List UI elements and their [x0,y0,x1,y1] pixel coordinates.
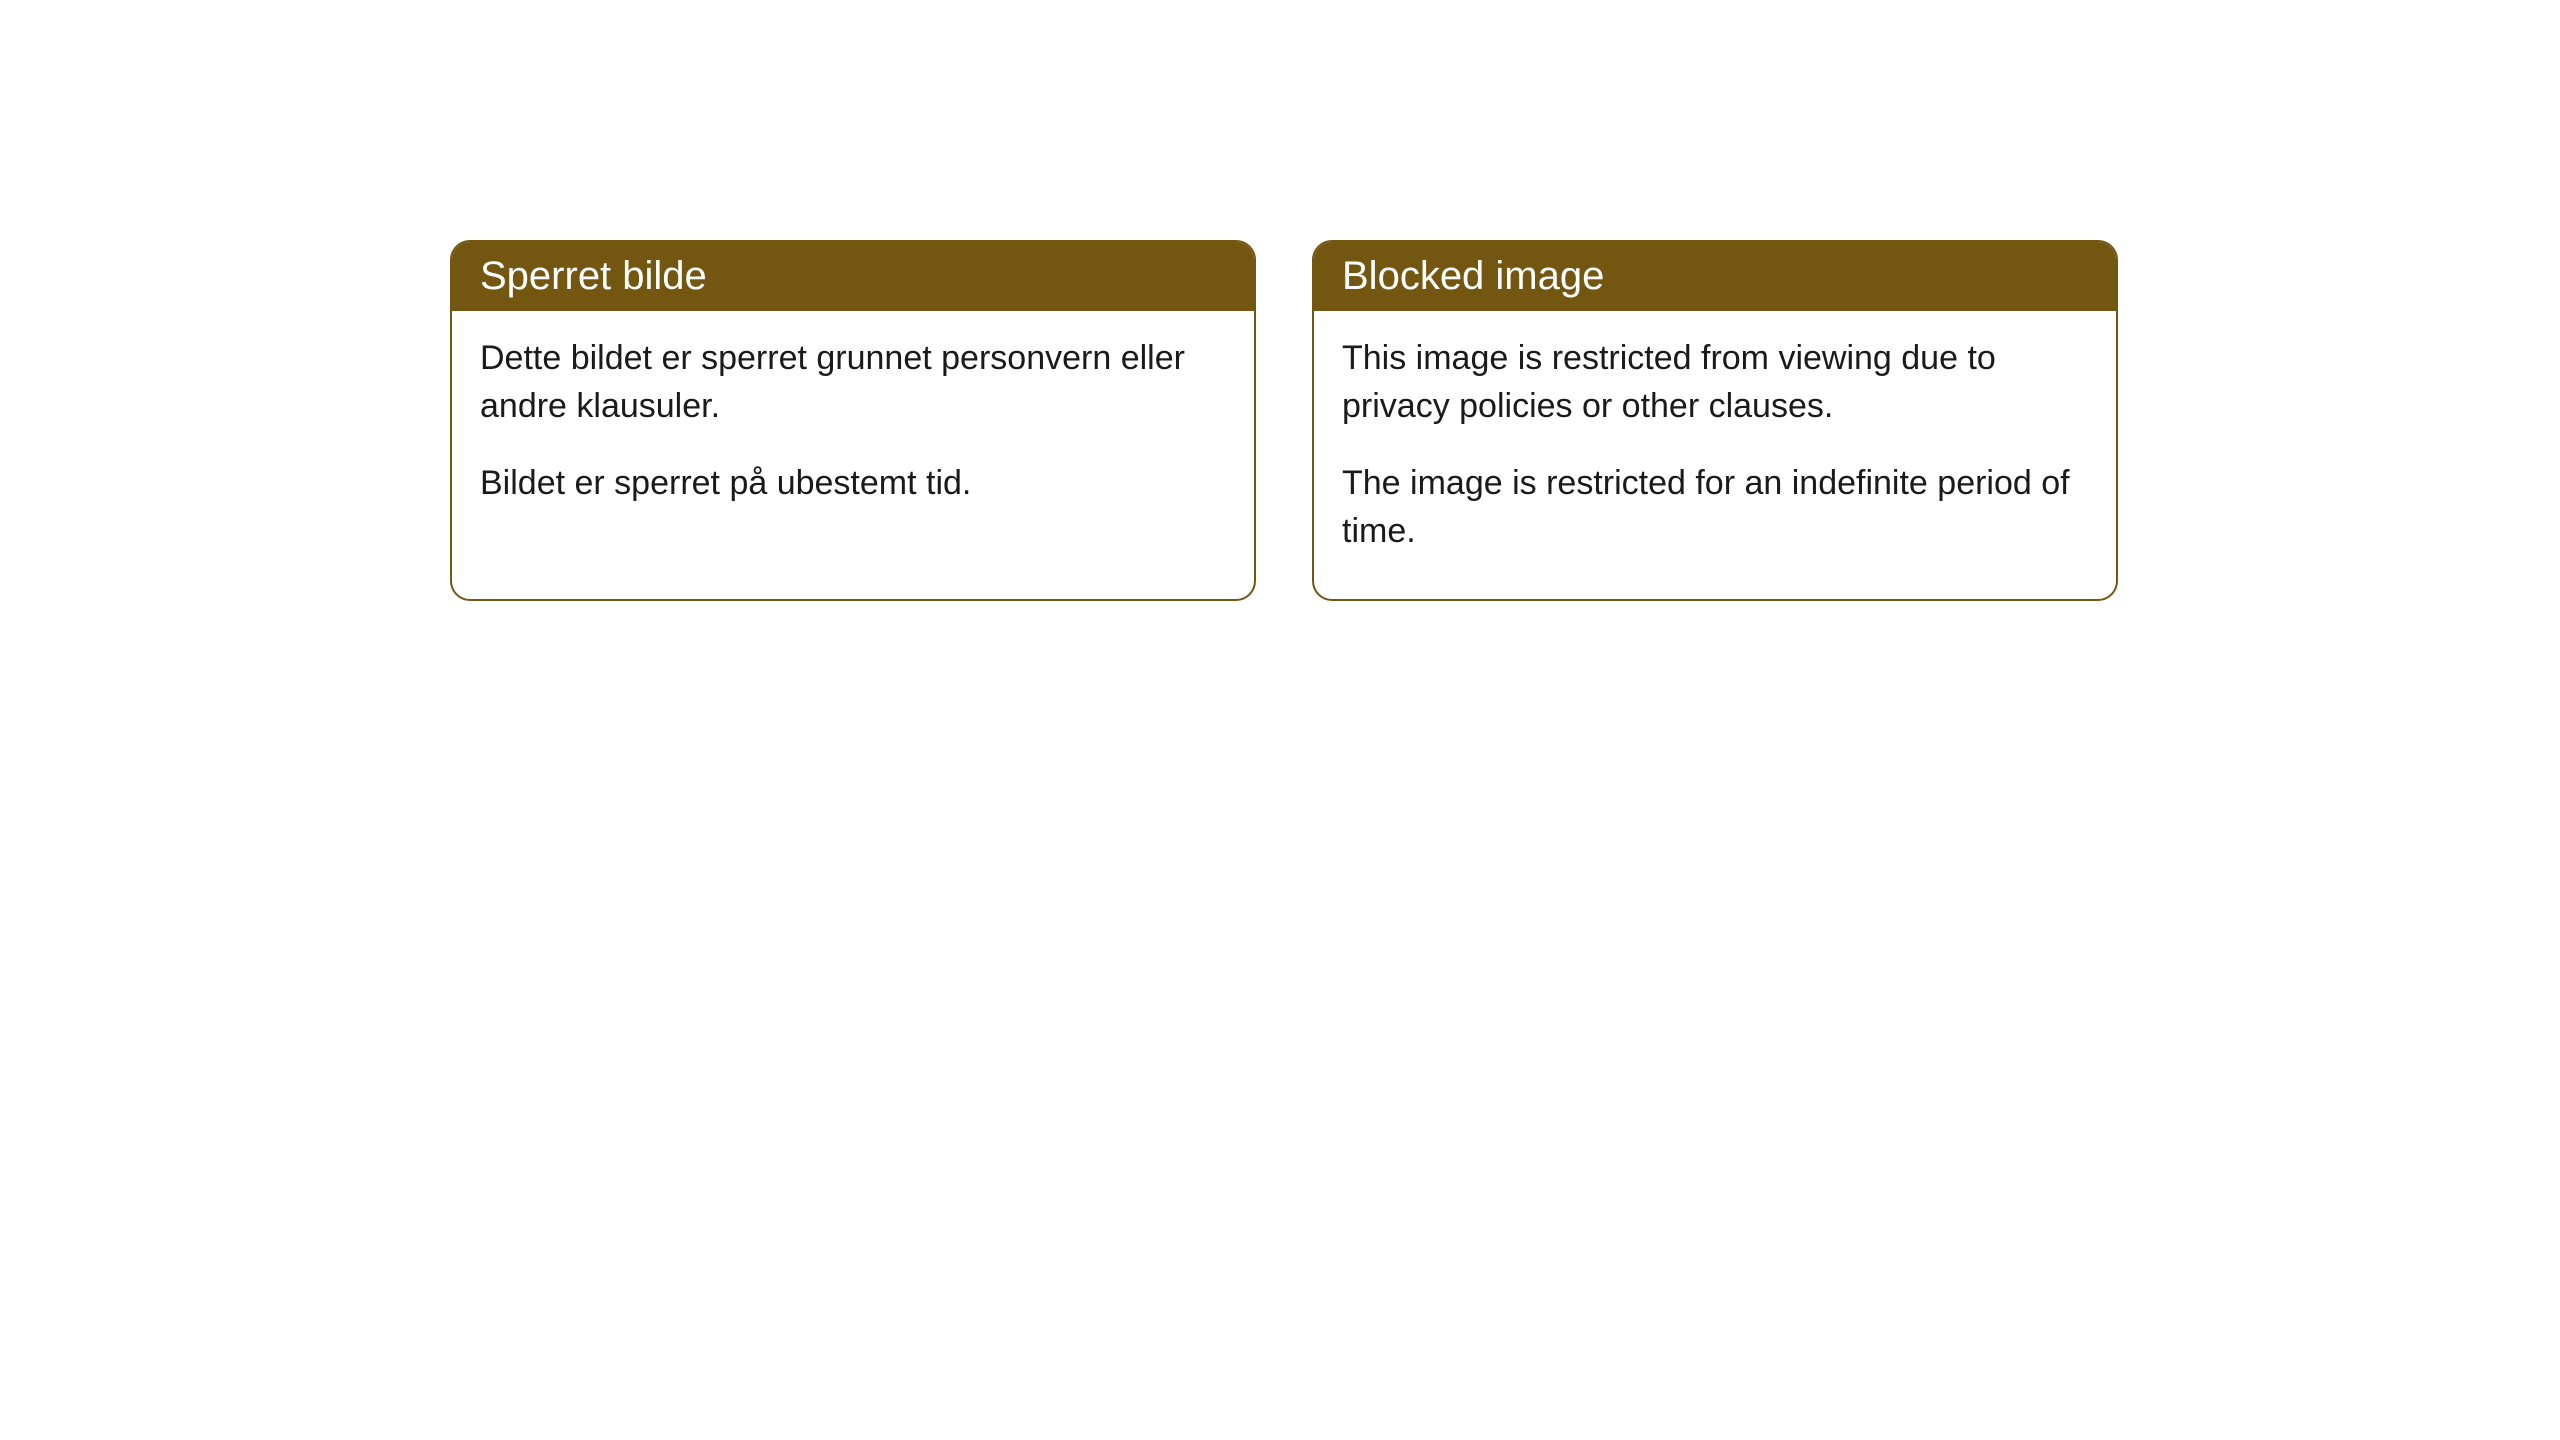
card-title: Sperret bilde [480,254,707,298]
card-paragraph: Dette bildet er sperret grunnet personve… [480,335,1226,430]
card-header-norwegian: Sperret bilde [452,242,1254,311]
blocked-image-card-english: Blocked image This image is restricted f… [1312,240,2118,601]
card-body-norwegian: Dette bildet er sperret grunnet personve… [452,311,1254,552]
card-paragraph: The image is restricted for an indefinit… [1342,460,2088,555]
card-title: Blocked image [1342,254,1604,298]
card-paragraph: Bildet er sperret på ubestemt tid. [480,460,1226,508]
card-header-english: Blocked image [1314,242,2116,311]
card-body-english: This image is restricted from viewing du… [1314,311,2116,599]
blocked-image-card-norwegian: Sperret bilde Dette bildet er sperret gr… [450,240,1256,601]
cards-container: Sperret bilde Dette bildet er sperret gr… [0,0,2560,601]
card-paragraph: This image is restricted from viewing du… [1342,335,2088,430]
